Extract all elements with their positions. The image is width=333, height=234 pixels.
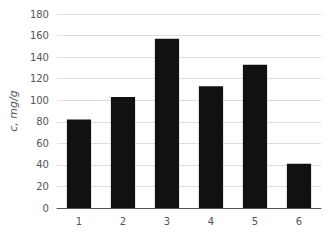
svg-text:1: 1 — [76, 216, 82, 227]
svg-text:4: 4 — [208, 216, 214, 227]
svg-text:80: 80 — [36, 116, 49, 127]
svg-text:5: 5 — [252, 216, 258, 227]
svg-text:100: 100 — [30, 95, 49, 106]
svg-text:120: 120 — [30, 73, 49, 84]
svg-text:2: 2 — [120, 216, 126, 227]
svg-text:160: 160 — [30, 30, 49, 41]
svg-text:20: 20 — [36, 181, 49, 192]
svg-text:3: 3 — [164, 216, 170, 227]
svg-text:0: 0 — [43, 203, 49, 214]
svg-text:180: 180 — [30, 9, 49, 20]
svg-text:40: 40 — [36, 159, 49, 170]
svg-text:60: 60 — [36, 138, 49, 149]
svg-text:140: 140 — [30, 52, 49, 63]
svg-text:c, mg/g: c, mg/g — [7, 90, 20, 131]
svg-text:6: 6 — [296, 216, 302, 227]
